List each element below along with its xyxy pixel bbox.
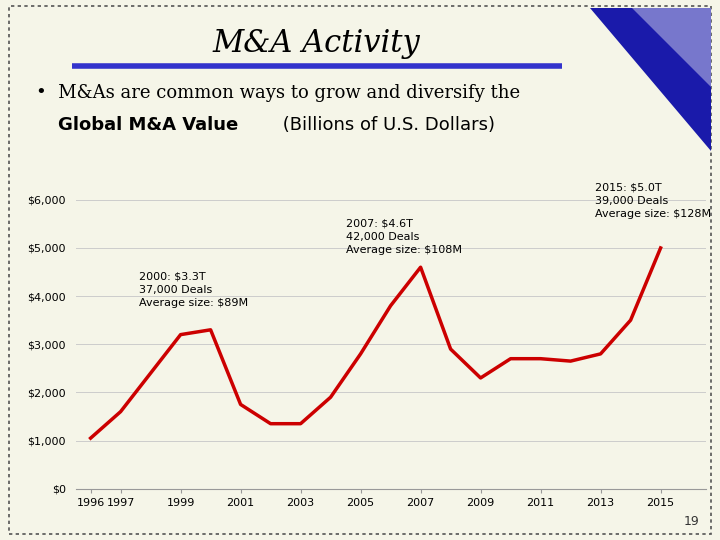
Text: •  M&As are common ways to grow and diversify the: • M&As are common ways to grow and diver… xyxy=(36,84,520,102)
Text: Global M&A Value: Global M&A Value xyxy=(58,116,238,134)
Text: 2000: $3.3T
37,000 Deals
Average size: $89M: 2000: $3.3T 37,000 Deals Average size: $… xyxy=(138,272,248,308)
Text: 19: 19 xyxy=(684,515,700,528)
Text: 2007: $4.6T
42,000 Deals
Average size: $108M: 2007: $4.6T 42,000 Deals Average size: $… xyxy=(346,219,462,255)
Text: M&A Activity: M&A Activity xyxy=(213,28,420,59)
Text: (Billions of U.S. Dollars): (Billions of U.S. Dollars) xyxy=(277,116,495,134)
Text: 2015: $5.0T
39,000 Deals
Average size: $128M: 2015: $5.0T 39,000 Deals Average size: $… xyxy=(595,183,711,219)
Polygon shape xyxy=(632,8,711,87)
Polygon shape xyxy=(590,8,711,151)
